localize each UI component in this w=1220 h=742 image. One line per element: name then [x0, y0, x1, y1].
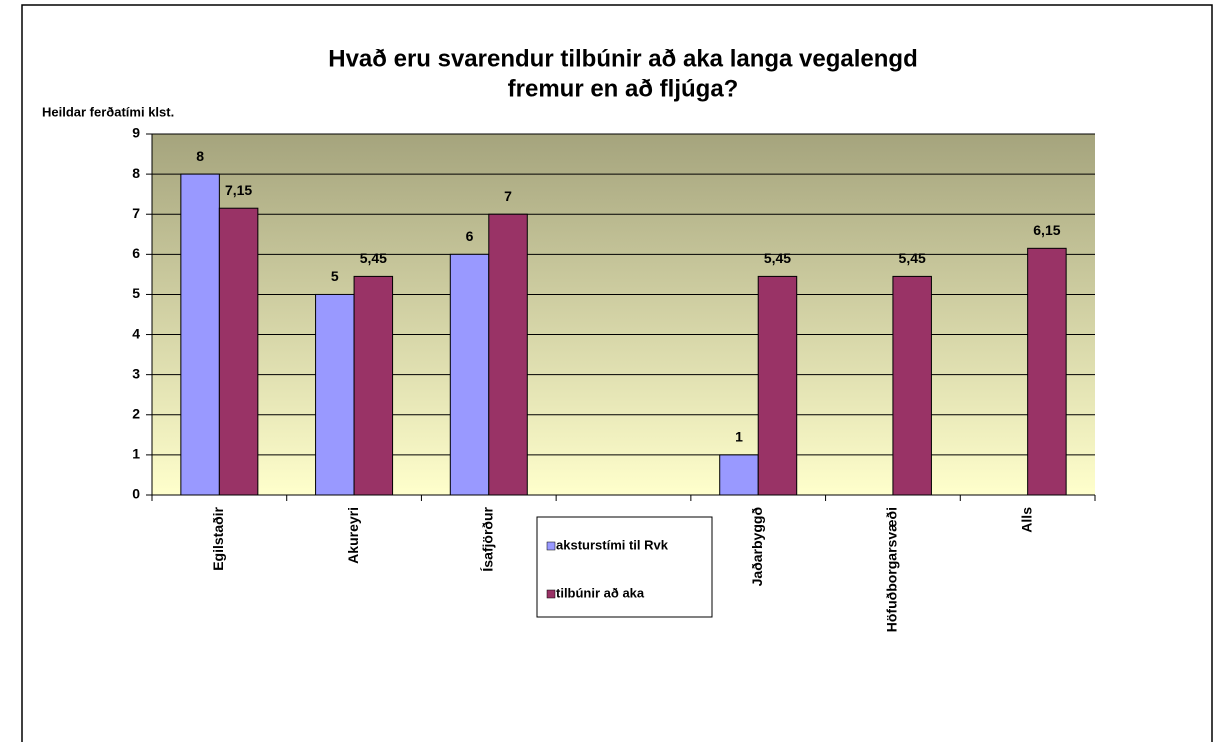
y-tick-label: 2	[132, 405, 140, 421]
y-tick-label: 1	[132, 446, 140, 462]
data-label: 5,45	[360, 250, 387, 266]
legend-label: aksturstími til Rvk	[556, 537, 669, 552]
chart-title: Hvað eru svarendur tilbúnir að aka langa…	[328, 45, 918, 72]
data-label: 1	[735, 429, 743, 445]
x-tick-label: Höfuðborgarsvæði	[884, 507, 900, 632]
data-label: 5	[331, 268, 339, 284]
data-label: 5,45	[764, 250, 791, 266]
legend-swatch	[546, 541, 556, 551]
bar	[488, 213, 528, 496]
bar	[757, 275, 798, 496]
y-tick-label: 0	[132, 486, 140, 502]
bar	[892, 275, 932, 496]
x-tick-label: Egilstaðir	[210, 506, 226, 570]
plot-area	[152, 134, 1095, 495]
chart-title: fremur en að fljúga?	[508, 75, 739, 102]
data-label: 6	[466, 228, 474, 244]
bar	[315, 293, 355, 496]
y-tick-label: 5	[132, 285, 140, 301]
data-label: 6,15	[1033, 222, 1060, 238]
bar	[218, 207, 259, 496]
bar	[353, 275, 394, 496]
y-tick-label: 8	[132, 165, 140, 181]
bar	[1027, 247, 1067, 496]
legend-swatch	[546, 589, 556, 599]
data-label: 7	[504, 188, 512, 204]
data-label: 5,45	[899, 250, 926, 266]
bar	[180, 173, 220, 496]
data-label: 8	[196, 148, 204, 164]
y-axis-label: Heildar ferðatími klst.	[42, 104, 174, 119]
y-tick-label: 7	[132, 205, 140, 221]
y-tick-label: 6	[132, 245, 140, 261]
legend-label: tilbúnir að aka	[556, 585, 645, 600]
y-tick-label: 9	[132, 125, 140, 141]
x-tick-label: Ísafjörður	[479, 506, 495, 571]
y-tick-label: 4	[132, 325, 140, 341]
bar	[719, 454, 759, 496]
legend	[536, 516, 713, 618]
x-tick-label: Alls	[1018, 507, 1034, 533]
x-tick-label: Akureyri	[345, 507, 361, 564]
data-label: 7,15	[225, 182, 252, 198]
y-tick-label: 3	[132, 365, 140, 381]
x-tick-label: Jaðarbyggð	[749, 507, 765, 586]
bar	[449, 253, 490, 496]
